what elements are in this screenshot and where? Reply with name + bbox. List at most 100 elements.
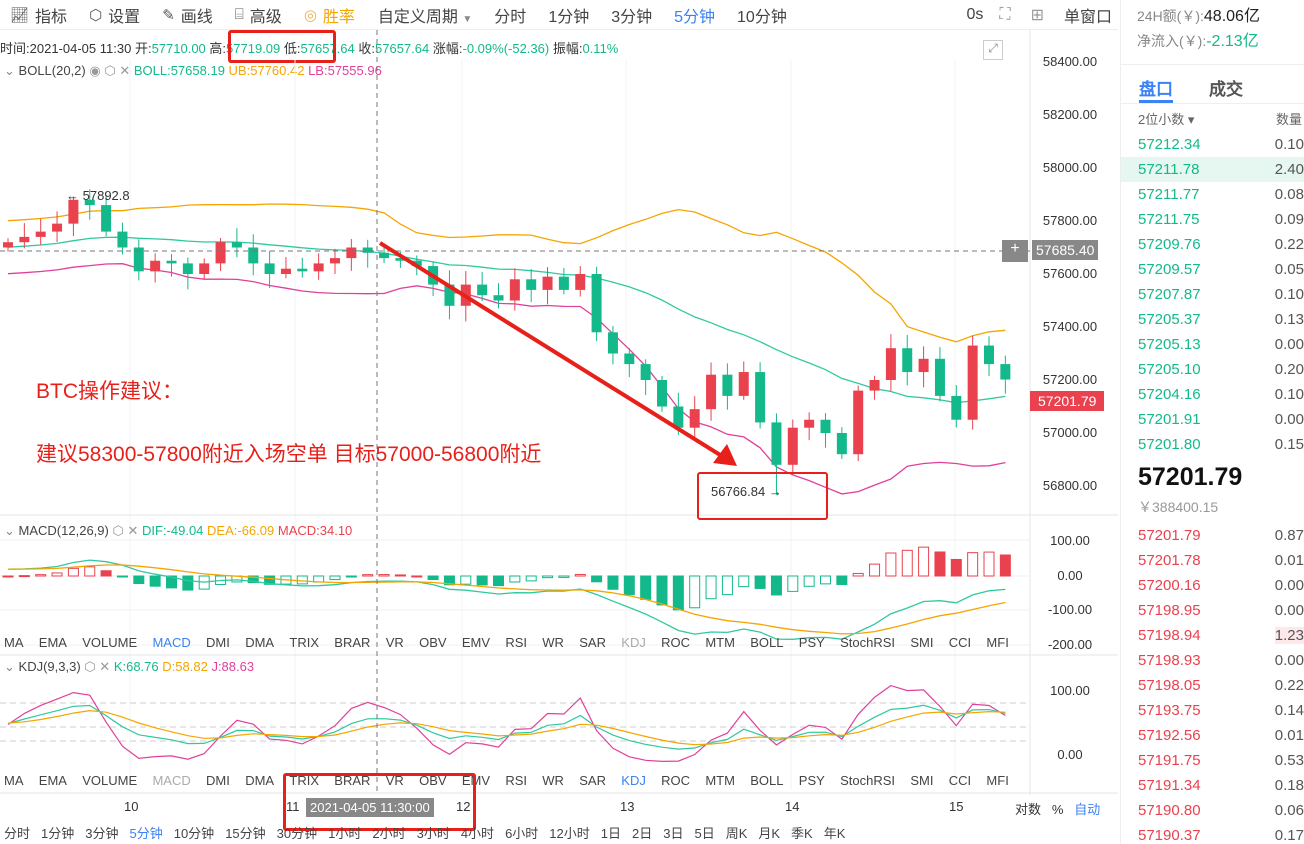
winrate-button[interactable]: ◎ 胜率 (304, 3, 355, 27)
orderbook-row[interactable]: 57192.56 0.01 (1121, 723, 1304, 748)
indicator-tab-kdj[interactable]: KDJ (621, 635, 646, 650)
settings-button[interactable]: ⬡ 设置 (89, 3, 140, 27)
log-scale-toggle[interactable]: 对数 (1015, 802, 1042, 817)
indicator-tab-volume[interactable]: VOLUME (82, 773, 138, 788)
indicator-tab-cci[interactable]: CCI (948, 635, 972, 650)
indicator-tab-mfi[interactable]: MFI (986, 773, 1009, 788)
indicator-tab-dma[interactable]: DMA (245, 635, 275, 650)
orderbook-row[interactable]: 57205.37 0.13 (1121, 307, 1304, 332)
indicator-tab-roc[interactable]: ROC (661, 635, 691, 650)
indicator-tab-mtm[interactable]: MTM (705, 773, 735, 788)
indicator-tab-rsi[interactable]: RSI (505, 635, 527, 650)
period-option[interactable]: 1分钟 (41, 826, 75, 841)
indicator-tab-brar[interactable]: BRAR (334, 773, 371, 788)
indicator-tab-dmi[interactable]: DMI (206, 773, 230, 788)
decimals-dropdown[interactable]: 2位小数 ▾ (1138, 111, 1195, 127)
advanced-button[interactable]: ⌸ 高级 (235, 3, 282, 27)
indicator-tab-sar[interactable]: SAR (579, 773, 606, 788)
indicator-tab-obv[interactable]: OBV (419, 635, 447, 650)
gear-icon[interactable]: ⬡ (112, 523, 124, 538)
orderbook-row[interactable]: 57200.16 0.00 (1121, 573, 1304, 598)
period-option[interactable]: 10分钟 (173, 826, 215, 841)
period-option[interactable]: 1小时 (328, 826, 362, 841)
indicator-tab-psy[interactable]: PSY (798, 773, 825, 788)
period-option[interactable]: 月K (758, 826, 781, 841)
indicator-tab-volume[interactable]: VOLUME (82, 635, 138, 650)
orderbook-row[interactable]: 57209.76 0.22 (1121, 232, 1304, 257)
orderbook-row[interactable]: 57209.57 0.05 (1121, 257, 1304, 282)
indicator-tab-brar[interactable]: BRAR (334, 635, 371, 650)
orderbook-row[interactable]: 57201.80 0.15 (1121, 432, 1304, 457)
indicator-tab-vr[interactable]: VR (385, 635, 404, 650)
period-tab[interactable]: 10分钟 (737, 8, 787, 26)
collapse-icon[interactable]: ⌄ (4, 63, 15, 78)
gear-icon[interactable]: ⬡ (104, 63, 116, 78)
period-option[interactable]: 分时 (4, 826, 31, 841)
orderbook-row[interactable]: 57198.94 1.23 (1121, 623, 1304, 648)
draw-button[interactable]: ✎ 画线 (162, 3, 213, 27)
fullscreen-icon[interactable]: ⛶ (999, 5, 1011, 23)
add-window-icon[interactable]: ⊞ (1030, 6, 1044, 24)
window-mode-dropdown[interactable]: 单窗口 (1063, 8, 1112, 26)
indicator-tab-trix[interactable]: TRIX (289, 773, 319, 788)
indicator-tab-kdj[interactable]: KDJ (621, 773, 646, 788)
tab-orderbook[interactable]: 盘口 (1139, 75, 1173, 103)
orderbook-row[interactable]: 57191.34 0.18 (1121, 773, 1304, 798)
indicator-tab-macd[interactable]: MACD (152, 635, 191, 650)
period-option[interactable]: 2小时 (372, 826, 406, 841)
period-option[interactable]: 15分钟 (225, 826, 266, 841)
collapse-icon[interactable]: ⌄ (4, 523, 15, 538)
orderbook-row[interactable]: 57205.10 0.20 (1121, 357, 1304, 382)
indicator-tab-dmi[interactable]: DMI (206, 635, 230, 650)
indicator-tab-roc[interactable]: ROC (661, 773, 691, 788)
indicator-tab-emv[interactable]: EMV (461, 635, 491, 650)
period-option[interactable]: 6小时 (505, 826, 539, 841)
tab-trades[interactable]: 成交 (1209, 80, 1243, 99)
orderbook-row[interactable]: 57212.34 0.10 (1121, 132, 1304, 157)
orderbook-row[interactable]: 57201.91 0.00 (1121, 407, 1304, 432)
period-option[interactable]: 3日 (663, 826, 684, 841)
collapse-icon[interactable]: ⌄ (4, 659, 15, 674)
indicator-tab-smi[interactable]: SMI (910, 635, 934, 650)
period-option[interactable]: 周K (725, 826, 748, 841)
indicator-tab-ma[interactable]: MA (4, 773, 24, 788)
indicator-tab-vr[interactable]: VR (385, 773, 404, 788)
period-tab[interactable]: 分时 (494, 8, 527, 26)
indicator-tab-dma[interactable]: DMA (245, 773, 275, 788)
orderbook-row[interactable]: 57205.13 0.00 (1121, 332, 1304, 357)
kline-chart[interactable] (0, 0, 1118, 844)
indicator-tab-cci[interactable]: CCI (948, 773, 972, 788)
orderbook-row[interactable]: 57211.78 2.40 (1121, 157, 1304, 182)
orderbook-row[interactable]: 57201.78 0.01 (1121, 548, 1304, 573)
period-option[interactable]: 年K (823, 826, 846, 841)
period-option[interactable]: 1日 (600, 826, 621, 841)
orderbook-row[interactable]: 57198.93 0.00 (1121, 648, 1304, 673)
period-option[interactable]: 3小时 (416, 826, 450, 841)
period-option[interactable]: 5分钟 (129, 826, 163, 841)
indicator-tab-sar[interactable]: SAR (579, 635, 606, 650)
indicator-tab-trix[interactable]: TRIX (289, 635, 319, 650)
orderbook-row[interactable]: 57198.95 0.00 (1121, 598, 1304, 623)
gear-icon[interactable]: ⬡ (84, 659, 96, 674)
period-option[interactable]: 2日 (632, 826, 653, 841)
eye-icon[interactable]: ◉ (89, 63, 101, 78)
orderbook-row[interactable]: 57211.75 0.09 (1121, 207, 1304, 232)
period-option[interactable]: 3分钟 (85, 826, 119, 841)
indicator-tab-wr[interactable]: WR (542, 773, 564, 788)
orderbook-row[interactable]: 57207.87 0.10 (1121, 282, 1304, 307)
period-tab[interactable]: 3分钟 (611, 8, 653, 26)
indicator-tab-ema[interactable]: EMA (38, 773, 67, 788)
indicator-tab-obv[interactable]: OBV (419, 773, 447, 788)
period-option[interactable]: 4小时 (460, 826, 495, 841)
period-tab[interactable]: 1分钟 (548, 8, 590, 26)
period-option[interactable]: 12小时 (549, 826, 590, 841)
indicator-tab-macd[interactable]: MACD (152, 773, 191, 788)
auto-scale-toggle[interactable]: 自动 (1074, 802, 1101, 817)
orderbook-row[interactable]: 57211.77 0.08 (1121, 182, 1304, 207)
indicator-button[interactable]: 📈︎ 指标 (10, 3, 67, 27)
indicator-tab-rsi[interactable]: RSI (505, 773, 527, 788)
indicator-tab-ma[interactable]: MA (4, 635, 24, 650)
period-option[interactable]: 5日 (694, 826, 715, 841)
orderbook-row[interactable]: 57191.75 0.53 (1121, 748, 1304, 773)
expand-icon[interactable]: ⤢ (983, 40, 1003, 60)
